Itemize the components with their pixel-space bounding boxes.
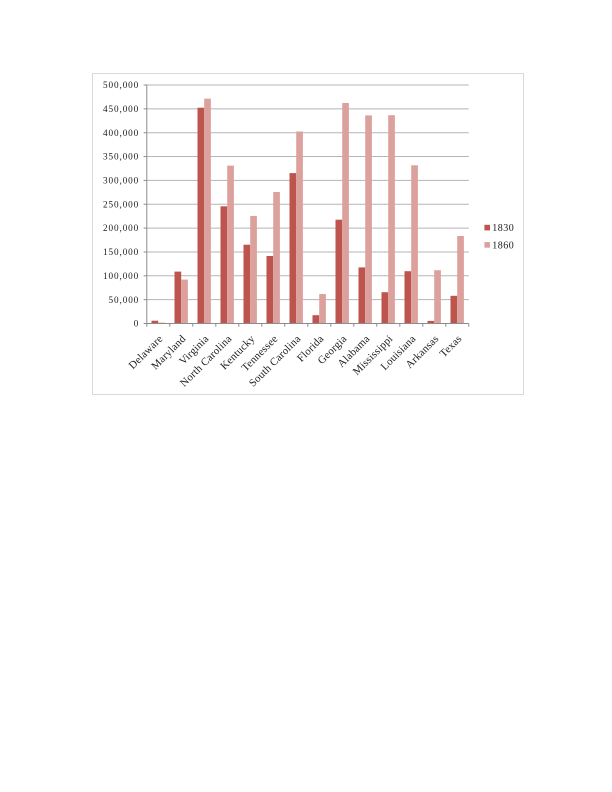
svg-text:200,000: 200,000 [103,223,139,233]
svg-text:300,000: 300,000 [103,176,139,186]
svg-text:150,000: 150,000 [103,247,139,257]
svg-text:1860: 1860 [492,241,514,252]
svg-text:1830: 1830 [492,223,514,234]
svg-text:100,000: 100,000 [103,271,139,281]
svg-text:250,000: 250,000 [103,199,139,209]
svg-text:0: 0 [134,319,140,329]
svg-text:350,000: 350,000 [103,152,139,162]
svg-text:400,000: 400,000 [103,128,139,138]
svg-text:450,000: 450,000 [103,104,139,114]
svg-text:50,000: 50,000 [109,295,140,305]
svg-text:500,000: 500,000 [103,80,139,90]
